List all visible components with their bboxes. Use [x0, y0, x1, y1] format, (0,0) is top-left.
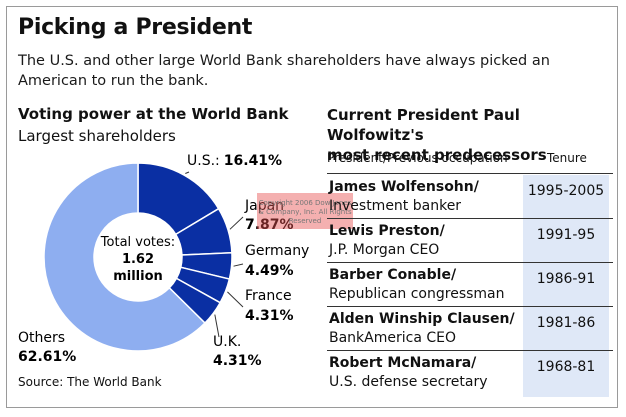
- table-row: Lewis Preston/ J.P. Morgan CEO 1991-95: [327, 219, 613, 263]
- leader-line-us: [185, 171, 190, 174]
- president-name: Robert McNamara/: [329, 355, 477, 371]
- slice-value-germany: 4.49%: [245, 263, 294, 279]
- center-label-line2: 1.62: [122, 252, 154, 267]
- graphic-frame: Picking a President The U.S. and other l…: [6, 6, 618, 408]
- table-row: James Wolfensohn/ Investment banker 1995…: [327, 175, 613, 219]
- donut-chart: Total votes: 1.62 million U.S.: 16.41% Ja…: [18, 153, 309, 369]
- table-heading: Current President Paul Wolfowitz's most …: [327, 105, 617, 165]
- slice-label-others: Others: [18, 330, 65, 346]
- tenure-column-shading: [523, 175, 609, 397]
- leader-lines: [185, 171, 244, 338]
- slice-value-japan: 7.87%: [245, 217, 294, 233]
- tenure-years: 1968-81: [536, 359, 596, 375]
- slice-label-japan: Japan: [244, 198, 284, 214]
- slice-value-uk: 4.31%: [213, 353, 262, 369]
- leader-line-uk: [214, 314, 220, 338]
- graphic-subtitle: The U.S. and other large World Bank shar…: [18, 53, 550, 89]
- source-note: Source: The World Bank: [18, 375, 162, 389]
- president-name: James Wolfensohn/: [329, 179, 479, 195]
- president-name: Barber Conable/: [329, 267, 457, 283]
- table-heading-line1: Current President Paul Wolfowitz's: [327, 106, 520, 144]
- slice-label-germany: Germany: [245, 243, 309, 259]
- slice-label-uk: U.K.: [213, 334, 241, 350]
- previous-occupation: Republican congressman: [329, 286, 505, 302]
- graphic-title: Picking a President: [18, 15, 253, 40]
- table-header-rule: [327, 173, 613, 174]
- slice-value-others: 62.61%: [18, 349, 76, 365]
- row-divider: [327, 262, 613, 263]
- previous-occupation: U.S. defense secretary: [329, 374, 488, 390]
- copyright-watermark: Copyright 2006 Dow Jones & Company, Inc.…: [257, 193, 353, 229]
- table-row: Robert McNamara/ U.S. defense secretary …: [327, 351, 613, 395]
- slice-value-france: 4.31%: [245, 308, 294, 324]
- row-divider: [327, 350, 613, 351]
- row-divider: [327, 218, 613, 219]
- chart-heading: Voting power at the World Bank: [18, 105, 289, 123]
- tenure-years: 1995-2005: [527, 183, 605, 199]
- tenure-years: 1986-91: [536, 271, 596, 287]
- row-divider: [327, 306, 613, 307]
- leader-line-japan: [229, 216, 244, 230]
- previous-occupation: Investment banker: [329, 198, 462, 214]
- slice-label-france: France: [245, 288, 292, 304]
- column-header-occupation: President/Previous occupation: [327, 151, 508, 165]
- center-label-line3: million: [113, 269, 163, 284]
- slice-label-us: U.S.: 16.41%: [187, 153, 282, 169]
- donut-slices: [43, 162, 233, 352]
- column-header-tenure: Tenure: [547, 151, 587, 165]
- previous-occupation: J.P. Morgan CEO: [329, 242, 440, 258]
- tenure-years: 1981-86: [536, 315, 596, 331]
- table-row: Barber Conable/ Republican congressman 1…: [327, 263, 613, 307]
- chart-subheading: Largest shareholders: [18, 127, 176, 145]
- president-name: Alden Winship Clausen/: [329, 311, 515, 327]
- tenure-years: 1991-95: [536, 227, 596, 243]
- leader-line-germany: [233, 263, 244, 267]
- leader-line-france: [227, 291, 244, 308]
- center-label-line1: Total votes:: [100, 235, 175, 250]
- table-row: Alden Winship Clausen/ BankAmerica CEO 1…: [327, 307, 613, 351]
- president-name: Lewis Preston/: [329, 223, 445, 239]
- table-heading-line2: most recent predecessors: [327, 146, 547, 164]
- slice-others: [43, 162, 206, 352]
- previous-occupation: BankAmerica CEO: [329, 330, 457, 346]
